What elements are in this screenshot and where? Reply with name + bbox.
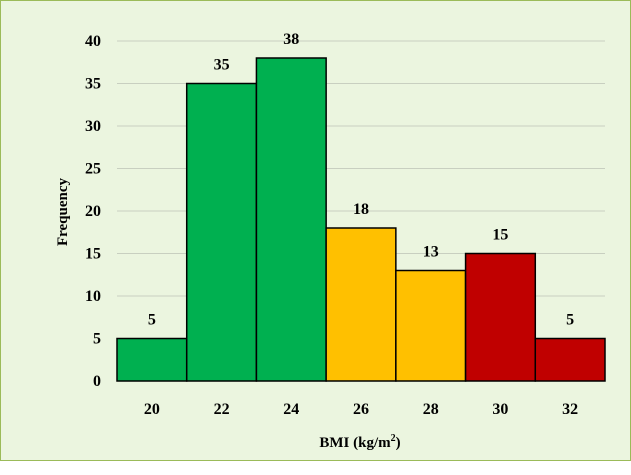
y-tick-label: 25 — [85, 161, 101, 178]
x-axis-title: BMI (kg/m2) — [319, 433, 400, 451]
bar — [116, 337, 188, 382]
bar — [255, 57, 327, 382]
y-axis-ticks: 0 5 10 15 20 25 30 35 40 — [85, 33, 101, 390]
data-label: 5 — [148, 312, 156, 329]
data-label: 18 — [353, 201, 369, 218]
data-label: 13 — [423, 244, 439, 261]
y-tick-label: 40 — [85, 33, 101, 50]
y-tick-label: 0 — [93, 373, 101, 390]
y-tick-label: 10 — [85, 288, 101, 305]
y-tick-label: 5 — [93, 331, 101, 348]
y-tick-label: 35 — [85, 76, 101, 93]
bars — [116, 57, 606, 382]
bar — [534, 337, 606, 382]
x-tick-label: 24 — [283, 401, 299, 418]
x-axis-ticks: 20 22 24 26 28 30 32 — [144, 401, 578, 418]
data-labels: 5 35 38 18 13 15 5 — [148, 31, 574, 329]
chart-area: 0 5 10 15 20 25 30 35 40 5 35 38 18 13 15 5 20 22 24 26 28… — [0, 0, 631, 461]
x-tick-label: 32 — [562, 401, 578, 418]
x-tick-label: 26 — [353, 401, 369, 418]
y-axis-title: Frequency — [55, 177, 71, 246]
data-label: 38 — [283, 31, 299, 48]
data-label: 35 — [214, 57, 230, 74]
y-tick-label: 30 — [85, 118, 101, 135]
x-tick-label: 22 — [214, 401, 230, 418]
data-label: 5 — [566, 312, 574, 329]
x-tick-label: 20 — [144, 401, 160, 418]
x-tick-label: 30 — [492, 401, 508, 418]
bar — [185, 82, 258, 382]
x-tick-label: 28 — [423, 401, 439, 418]
histogram-chart: 0 5 10 15 20 25 30 35 40 5 35 38 18 13 15 5 20 22 24 26 28… — [55, 31, 606, 451]
y-tick-label: 15 — [85, 246, 101, 263]
bar — [464, 252, 537, 382]
bar — [395, 269, 467, 382]
y-tick-label: 20 — [85, 203, 101, 220]
bar — [325, 227, 397, 382]
data-label: 15 — [492, 227, 508, 244]
